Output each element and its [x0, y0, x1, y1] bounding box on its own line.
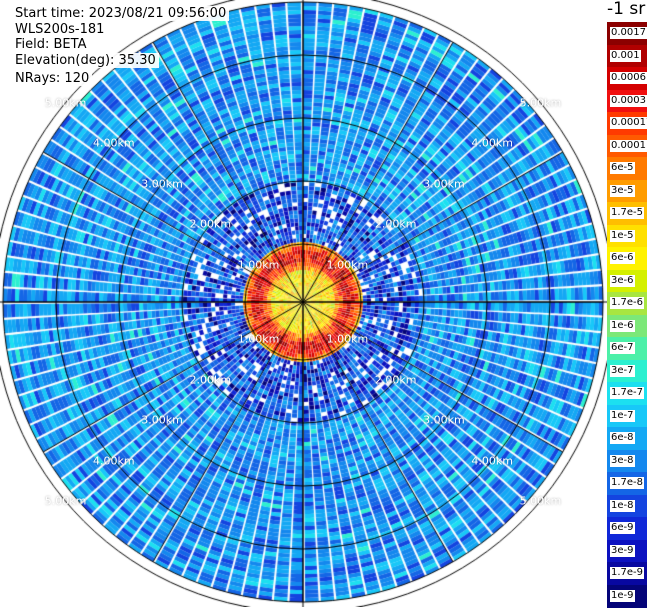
colorbar-tick-label: 6e-7	[610, 342, 635, 354]
colorbar-tick-label: 0.0003	[610, 95, 647, 107]
colorbar-tick-label: 6e-8	[610, 432, 635, 444]
instrument-label: WLS200s-181	[12, 22, 107, 37]
range-ring-label: 5.00km	[45, 495, 87, 508]
range-ring-label: 5.00km	[520, 495, 562, 508]
ppi-scan-plot	[0, 0, 607, 607]
range-ring-label: 4.00km	[471, 454, 513, 467]
colorbar-tick-label: 6e-6	[610, 252, 635, 264]
colorbar-tick-label: 3e-6	[610, 275, 635, 287]
colorbar-tick-label: 1e-6	[610, 320, 635, 332]
colorbar-tick-label: 0.0017	[610, 27, 647, 39]
range-ring-label: 2.00km	[375, 218, 417, 231]
range-ring-label: 1.00km	[238, 258, 280, 271]
field-label: Field: BETA	[12, 37, 89, 52]
range-ring-label: 5.00km	[520, 96, 562, 109]
colorbar-tick-label: 6e-9	[610, 522, 635, 534]
colorbar-tick-label: 3e-9	[610, 545, 635, 557]
colorbar-tick-label: 1.7e-5	[610, 207, 644, 219]
colorbar-tick-label: 1.7e-9	[610, 567, 644, 579]
colorbar-tick-label: 1e-7	[610, 410, 635, 422]
colorbar-tick-label: 1e-5	[610, 230, 635, 242]
colorbar-unit-label: -1 sr	[607, 0, 645, 19]
range-ring-label: 3.00km	[423, 414, 465, 427]
range-ring-label: 1.00km	[327, 333, 369, 346]
colorbar-tick-label: 0.001	[610, 50, 641, 62]
start-time-label: Start time: 2023/08/21 09:56:00	[12, 6, 229, 21]
range-ring-label: 4.00km	[93, 137, 135, 150]
range-ring-label: 2.00km	[190, 218, 232, 231]
colorbar-tick-label: 0.0001	[610, 140, 647, 152]
range-ring-label: 3.00km	[141, 177, 183, 190]
colorbar-tick-label: 3e-8	[610, 455, 635, 467]
elevation-label: Elevation(deg): 35.30	[12, 53, 159, 68]
range-ring-label: 4.00km	[93, 454, 135, 467]
range-ring-label: 3.00km	[141, 414, 183, 427]
nrays-label: NRays: 120	[12, 71, 92, 86]
colorbar-tick-label: 0.00017	[610, 117, 647, 129]
colorbar-tick-label: 1e-8	[610, 500, 635, 512]
colorbar-tick-label: 0.0006	[610, 72, 647, 84]
colorbar-tick-label: 3e-7	[610, 365, 635, 377]
colorbar-tick-label: 1e-9	[610, 590, 635, 602]
colorbar-tick-label: 1.7e-6	[610, 297, 644, 309]
range-ring-label: 2.00km	[190, 373, 232, 386]
range-ring-label: 1.00km	[327, 258, 369, 271]
range-ring-label: 5.00km	[45, 96, 87, 109]
range-ring-label: 1.00km	[238, 333, 280, 346]
colorbar-tick-label: 1.7e-7	[610, 387, 644, 399]
range-ring-label: 3.00km	[423, 177, 465, 190]
colorbar: 0.0017 0.001 0.0006 0.0003 0.00017 0.0001 6e-5…	[607, 22, 647, 607]
colorbar-tick-label: 3e-5	[610, 185, 635, 197]
colorbar-tick-label: 1.7e-8	[610, 477, 644, 489]
range-ring-label: 2.00km	[375, 373, 417, 386]
range-ring-label: 4.00km	[471, 137, 513, 150]
colorbar-tick-label: 6e-5	[610, 162, 635, 174]
